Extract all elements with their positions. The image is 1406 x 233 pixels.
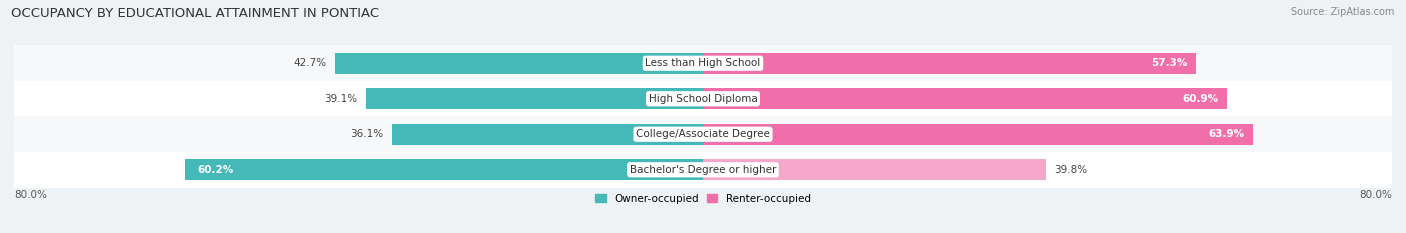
Text: Source: ZipAtlas.com: Source: ZipAtlas.com (1291, 7, 1395, 17)
Text: 60.2%: 60.2% (197, 165, 233, 175)
Text: 42.7%: 42.7% (294, 58, 326, 68)
Bar (703, 159, 1046, 180)
Bar (335, 53, 703, 74)
Bar (14, 116, 1392, 152)
Text: High School Diploma: High School Diploma (648, 94, 758, 104)
Text: Bachelor's Degree or higher: Bachelor's Degree or higher (630, 165, 776, 175)
Text: 57.3%: 57.3% (1152, 58, 1188, 68)
Text: 60.9%: 60.9% (1182, 94, 1219, 104)
Bar (703, 89, 1227, 109)
Text: 80.0%: 80.0% (1360, 190, 1392, 200)
Text: 39.8%: 39.8% (1054, 165, 1087, 175)
Bar (703, 124, 1253, 144)
Text: Less than High School: Less than High School (645, 58, 761, 68)
Text: 39.1%: 39.1% (325, 94, 357, 104)
Bar (184, 159, 703, 180)
Bar (703, 53, 1197, 74)
Text: 80.0%: 80.0% (14, 190, 46, 200)
Text: 63.9%: 63.9% (1209, 129, 1244, 139)
Bar (14, 45, 1392, 81)
Text: OCCUPANCY BY EDUCATIONAL ATTAINMENT IN PONTIAC: OCCUPANCY BY EDUCATIONAL ATTAINMENT IN P… (11, 7, 380, 20)
Bar (392, 124, 703, 144)
Bar (14, 152, 1392, 188)
Text: 36.1%: 36.1% (350, 129, 384, 139)
Bar (14, 81, 1392, 116)
Legend: Owner-occupied, Renter-occupied: Owner-occupied, Renter-occupied (595, 194, 811, 204)
Bar (367, 89, 703, 109)
Text: College/Associate Degree: College/Associate Degree (636, 129, 770, 139)
